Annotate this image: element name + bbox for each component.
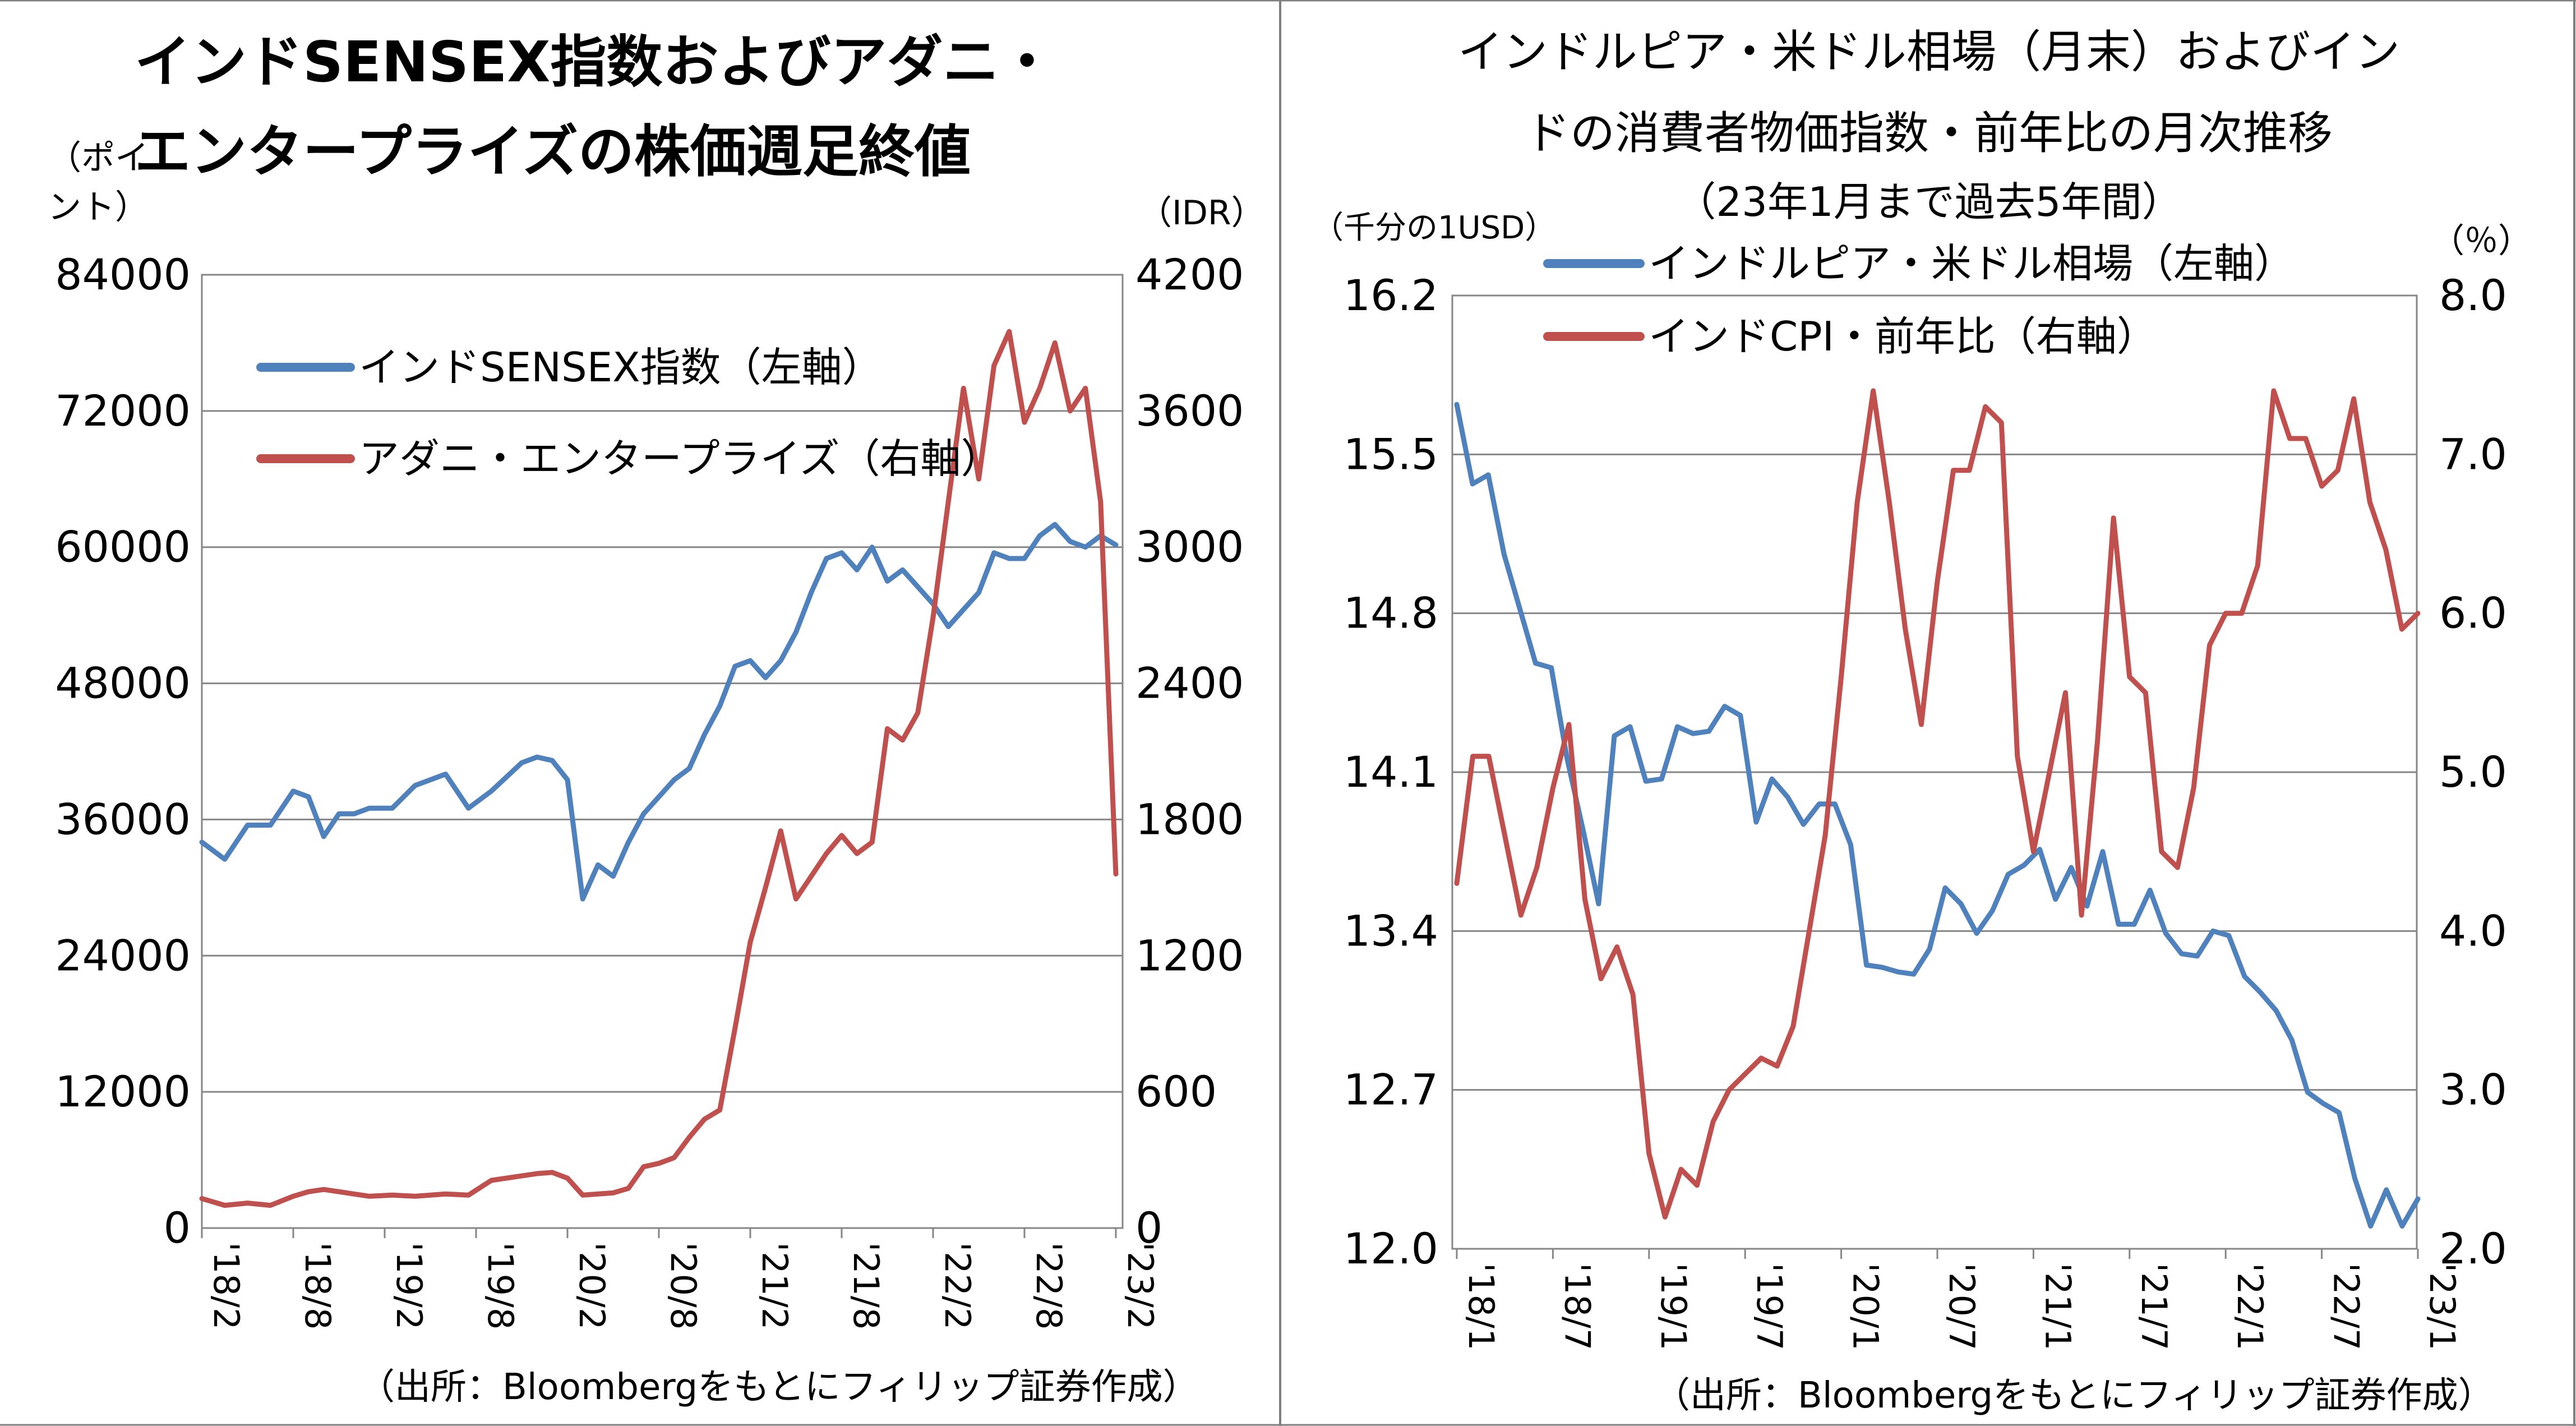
chart2-plot-frame <box>1451 294 2418 1250</box>
chart1-y-right-tick: 2400 <box>1135 658 1244 708</box>
chart2-x-tick-label: '22/1 <box>2229 1263 2270 1350</box>
chart1-ylabel-left-line2: ント） <box>48 188 149 227</box>
chart2-x-tick-label: '21/7 <box>2134 1263 2175 1350</box>
chart2-ylabel-right: （％） <box>2431 221 2532 261</box>
chart1-title-line2: エンタープライズの株価週足終値 <box>135 119 971 184</box>
chart1-y-right-tick: 4200 <box>1135 250 1244 299</box>
chart1-x-tick-label: '21/8 <box>846 1242 887 1330</box>
chart1-y-right-tick: 3000 <box>1135 522 1244 572</box>
chart2-title-line2: ドの消費者物価指数・前年比の月次推移 <box>1525 107 2333 159</box>
chart1-series-line-sensex <box>199 522 1119 902</box>
chart2-y-left-ticks: 12.0 12.7 13.4 14.1 14.8 15.5 16.2 <box>1344 270 1438 1273</box>
chart1-series-line-adani <box>199 329 1119 1208</box>
chart2-ylabel-left: （千分の1USD） <box>1312 210 1556 246</box>
chart1-x-ticks: '18/2 '18/8 '19/2 '19/8 '20/2 '20/8 '21/2 '21/8… <box>201 1228 1161 1330</box>
chart2-y-right-tick: 5.0 <box>2439 747 2507 797</box>
chart1-y-right-ticks: 0 600 1200 1800 2400 3000 3600 4200 <box>1135 250 1244 1253</box>
chart2-y-right-tick: 6.0 <box>2439 588 2507 638</box>
chart2-x-tick-label: '18/1 <box>1461 1263 1502 1350</box>
chart2-y-right-ticks: 2.0 3.0 4.0 5.0 6.0 7.0 8.0 <box>2439 270 2507 1273</box>
chart2-source: （出所：Bloombergをもとにフィリップ証券作成） <box>1654 1375 2494 1416</box>
chart1-x-tick-label: '18/2 <box>206 1242 247 1330</box>
chart2-series-line-cpi <box>1454 388 2421 1220</box>
chart1-y-left-tick: 72000 <box>55 386 191 436</box>
chart2-y-left-tick: 14.1 <box>1344 747 1438 797</box>
chart1-y-right-tick: 1800 <box>1135 794 1244 844</box>
chart2-x-tick-label: '20/1 <box>1845 1263 1886 1350</box>
chart1-plot-frame <box>201 274 1124 1229</box>
chart2-title-line1: インドルピア・米ドル相場（月末）およびイン <box>1458 26 2400 78</box>
chart2-y-left-tick: 15.5 <box>1344 429 1438 479</box>
chart2-y-right-tick: 7.0 <box>2439 429 2507 479</box>
chart1-x-tick-label: '22/2 <box>937 1242 978 1330</box>
chart1-y-left-tick: 48000 <box>55 658 191 708</box>
chart2-y-right-tick: 2.0 <box>2439 1224 2507 1273</box>
chart2-x-tick-label: '22/7 <box>2326 1263 2367 1350</box>
chart2-legend: インドルピア・米ドル相場（左軸） インドCPI・前年比（右軸） <box>1543 240 2295 360</box>
chart1-y-left-tick: 60000 <box>55 522 191 572</box>
chart1-y-left-tick: 84000 <box>55 250 191 299</box>
chart1-source: （出所：Bloombergをもとにフィリップ証券作成） <box>359 1367 1199 1408</box>
chart2-y-left-tick: 14.8 <box>1344 588 1438 638</box>
chart1-x-tick-label: '18/8 <box>297 1242 338 1330</box>
chart2-y-left-tick: 13.4 <box>1344 906 1438 956</box>
sensex-adani-chart: インドSENSEX指数およびアダニ・ エンタープライズの株価週足終値 （ポイ ン… <box>0 0 1281 1426</box>
chart1-y-right-tick: 1200 <box>1135 930 1244 980</box>
chart1-x-tick-label: '21/2 <box>754 1242 795 1330</box>
chart1-legend-sensex: インドSENSEX指数（左軸） <box>359 344 883 391</box>
chart1-ylabel-left-line1: （ポイ <box>48 139 149 178</box>
chart2-y-right-tick: 3.0 <box>2439 1065 2507 1115</box>
chart2-x-tick-label: '23/1 <box>2422 1263 2463 1350</box>
chart1-y-left-tick: 36000 <box>55 794 191 844</box>
chart1-x-tick-label: '20/8 <box>663 1242 704 1330</box>
chart1-x-tick-label: '19/8 <box>480 1242 521 1330</box>
chart2-y-right-tick: 8.0 <box>2439 270 2507 320</box>
chart2-x-tick-label: '19/7 <box>1749 1263 1790 1350</box>
chart1-legend: インドSENSEX指数（左軸） アダニ・エンタープライズ（右軸） <box>256 344 1001 482</box>
chart1-x-tick-label: '19/2 <box>389 1242 430 1330</box>
chart2-x-tick-label: '19/1 <box>1653 1263 1694 1350</box>
rupee-cpi-chart: インドルピア・米ドル相場（月末）およびイン ドの消費者物価指数・前年比の月次推移… <box>1280 0 2576 1426</box>
chart2-y-left-tick: 16.2 <box>1344 270 1438 320</box>
chart1-x-tick-label: '22/8 <box>1028 1242 1069 1330</box>
chart1-y-left-tick: 24000 <box>55 930 191 980</box>
chart2-series <box>1454 388 2421 1229</box>
chart2-series-line-rupee <box>1454 402 2421 1229</box>
chart1-legend-adani: アダニ・エンタープライズ（右軸） <box>359 435 1001 482</box>
chart1-title-line1: インドSENSEX指数およびアダニ・ <box>135 29 1055 95</box>
chart2-x-tick-label: '20/7 <box>1941 1263 1982 1350</box>
chart1-x-tick-label: '23/2 <box>1120 1242 1161 1330</box>
chart2-x-tick-label: '18/7 <box>1557 1263 1598 1350</box>
chart2-y-right-tick: 4.0 <box>2439 906 2507 956</box>
chart1-y-left-tick: 0 <box>164 1203 191 1253</box>
chart1-y-left-tick: 12000 <box>55 1067 191 1116</box>
chart1-x-tick-label: '20/2 <box>571 1242 612 1330</box>
chart2-y-left-tick: 12.7 <box>1344 1065 1438 1115</box>
chart2-x-tick-label: '21/1 <box>2037 1263 2078 1350</box>
chart1-series <box>199 329 1119 1208</box>
chart2-legend-rupee: インドルピア・米ドル相場（左軸） <box>1649 240 2295 287</box>
chart1-ylabel-right: （IDR） <box>1138 193 1265 233</box>
chart2-x-ticks: '18/1 '18/7 '19/1 '19/7 '20/1 '20/7 '21/1 '21/7… <box>1456 1249 2463 1350</box>
chart1-y-right-tick: 3600 <box>1135 386 1244 436</box>
chart1-y-left-ticks: 0 12000 24000 36000 48000 60000 72000 84000 <box>55 250 191 1253</box>
chart1-y-right-tick: 600 <box>1135 1067 1217 1116</box>
chart2-title-line3: （23年1月まで過去5年間） <box>1675 178 2182 225</box>
chart1-y-right-tick: 0 <box>1135 1203 1162 1253</box>
chart2-legend-cpi: インドCPI・前年比（右軸） <box>1649 313 2157 360</box>
chart2-y-left-tick: 12.0 <box>1344 1224 1438 1273</box>
